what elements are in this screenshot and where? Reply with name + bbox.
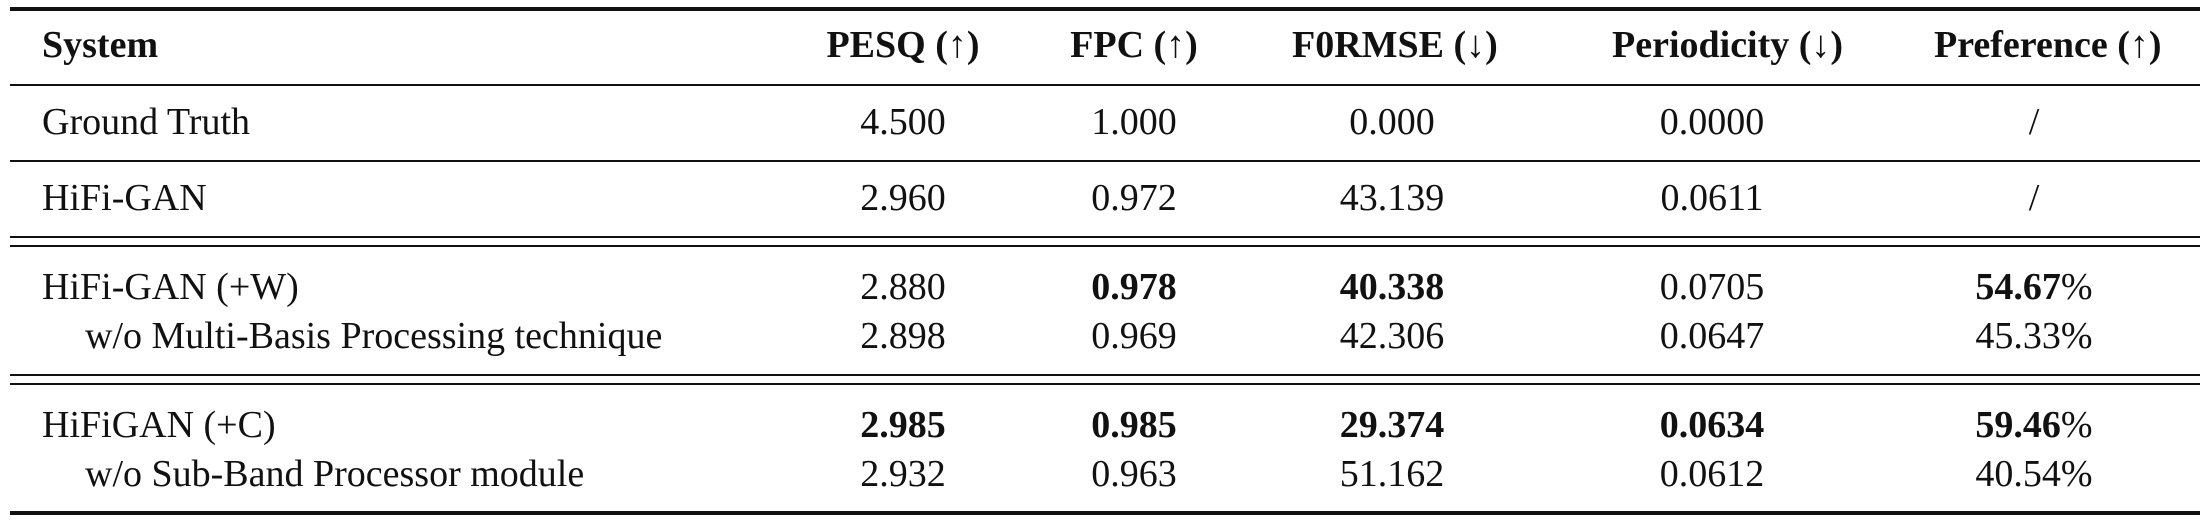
pesq-cell: 2.960: [860, 177, 946, 219]
pesq-cell: 4.500: [860, 101, 946, 143]
bottom-rule: [10, 511, 2200, 515]
preference-cell: 59.46%: [1934, 400, 2134, 450]
periodicity-cell: 0.0647: [1659, 315, 1765, 357]
pesq-cell: 2.880: [860, 266, 946, 308]
table-row: w/o Sub-Band Processor module 2.932 0.96…: [0, 449, 2211, 499]
header-system: System: [42, 24, 159, 66]
percent-sign: %: [2060, 404, 2093, 446]
f0rmse-cell: 42.306: [1339, 315, 1445, 357]
fpc-cell: 0.963: [1091, 453, 1177, 495]
header-f0rmse: F0RMSE (↓): [1292, 24, 1498, 66]
preference-value: 54.67: [1975, 266, 2061, 308]
system-cell: Ground Truth: [42, 101, 250, 143]
system-cell: HiFiGAN (+C): [42, 404, 276, 446]
system-cell: HiFi-GAN: [42, 177, 207, 219]
pesq-cell: 2.932: [860, 453, 946, 495]
system-cell: HiFi-GAN (+W): [42, 266, 299, 308]
f0rmse-cell: 51.162: [1339, 453, 1445, 495]
group-double-rule-bottom: [10, 383, 2200, 385]
preference-cell: /: [2028, 177, 2040, 219]
table-row: HiFiGAN (+C) 2.985 0.985 29.374 0.0634 5…: [0, 400, 2211, 450]
table-row: HiFi-GAN 2.960 0.972 43.139 0.0611 /: [0, 173, 2211, 223]
header-preference: Preference (↑): [1934, 24, 2162, 66]
top-rule: [10, 7, 2200, 11]
f0rmse-cell: 29.374: [1339, 404, 1445, 446]
row-rule: [10, 160, 2200, 162]
system-cell: w/o Sub-Band Processor module: [85, 453, 585, 495]
group-double-rule-top: [10, 236, 2200, 238]
table-row: w/o Multi-Basis Processing technique 2.8…: [0, 311, 2211, 361]
preference-cell: 54.67%: [1934, 262, 2134, 312]
periodicity-cell: 0.0634: [1659, 404, 1765, 446]
preference-value: 59.46: [1975, 404, 2061, 446]
fpc-cell: 0.978: [1091, 266, 1177, 308]
table-row: HiFi-GAN (+W) 2.880 0.978 40.338 0.0705 …: [0, 262, 2211, 312]
header-pesq: PESQ (↑): [826, 24, 980, 66]
group-double-rule-bottom: [10, 245, 2200, 247]
system-cell: w/o Multi-Basis Processing technique: [85, 315, 663, 357]
fpc-cell: 0.972: [1091, 177, 1177, 219]
periodicity-cell: 0.0612: [1659, 453, 1765, 495]
f0rmse-cell: 43.139: [1339, 177, 1445, 219]
fpc-cell: 1.000: [1091, 101, 1177, 143]
percent-sign: %: [2060, 266, 2093, 308]
pesq-cell: 2.898: [860, 315, 946, 357]
preference-cell: 45.33%: [1975, 315, 2093, 357]
fpc-cell: 0.969: [1091, 315, 1177, 357]
periodicity-cell: 0.0705: [1659, 266, 1765, 308]
preference-cell: /: [2028, 101, 2040, 143]
header-row: System PESQ (↑) FPC (↑) F0RMSE (↓) Perio…: [0, 20, 2211, 70]
pesq-cell: 2.985: [860, 404, 946, 446]
header-periodicity: Periodicity (↓): [1612, 24, 1844, 66]
f0rmse-cell: 40.338: [1339, 266, 1445, 308]
group-double-rule-top: [10, 374, 2200, 376]
header-rule: [10, 84, 2200, 86]
f0rmse-cell: 0.000: [1349, 101, 1435, 143]
periodicity-cell: 0.0000: [1659, 101, 1765, 143]
fpc-cell: 0.985: [1091, 404, 1177, 446]
table-row: Ground Truth 4.500 1.000 0.000 0.0000 /: [0, 97, 2211, 147]
preference-cell: 40.54%: [1975, 453, 2093, 495]
periodicity-cell: 0.0611: [1660, 177, 1764, 219]
header-fpc: FPC (↑): [1070, 24, 1198, 66]
